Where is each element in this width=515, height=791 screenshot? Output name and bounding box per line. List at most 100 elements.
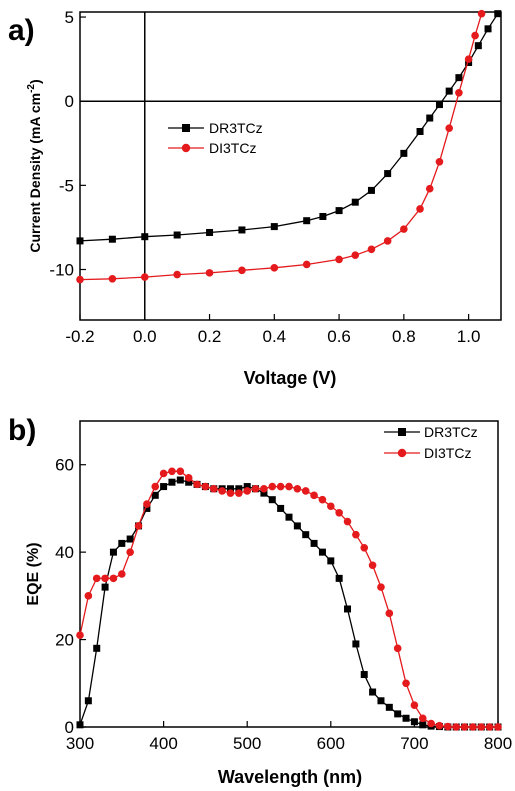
pb-point-di3tcz [385,609,394,618]
panel-b-ticks: 300 400 500 600 700 800 0 20 40 60 [55,456,512,753]
panel-a-legend: DR3TCz DI3TCz [168,120,263,156]
pa-point-di3tcz [445,124,453,132]
pb-point-dr3tcz [410,718,418,726]
pa-point-di3tcz [302,260,311,269]
pb-point-dr3tcz [327,557,335,565]
pb-point-di3tcz [184,474,193,482]
pb-point-di3tcz [109,574,118,583]
pb-point-dr3tcz [176,476,184,484]
pb-point-di3tcz [310,491,318,500]
pb-point-dr3tcz [369,688,377,696]
pb-point-di3tcz [176,467,185,476]
pa-point-dr3tcz [384,170,392,178]
pb-point-di3tcz [427,719,435,728]
pa-point-di3tcz [76,275,84,284]
pa-point-di3tcz [270,264,279,272]
pb-point-dr3tcz [285,513,293,521]
pb-point-dr3tcz [168,478,176,486]
pa-x-tick-label: 0.6 [327,327,351,346]
panel-a-frame [79,11,502,321]
pb-point-dr3tcz [394,710,402,718]
pb-point-dr3tcz [243,483,251,491]
pa-point-dr3tcz [173,231,181,239]
pa-point-dr3tcz [108,235,116,243]
pb-point-dr3tcz [352,640,360,648]
pb-series-di3tcz [76,467,502,731]
pb-point-di3tcz [201,482,210,491]
pb-point-dr3tcz [126,535,134,543]
pb-point-dr3tcz [344,605,352,613]
pa-y-tick-label: -5 [59,176,74,195]
panel-a-y-axis-title: Current Density (mA cm-2) [26,79,43,252]
pb-point-di3tcz [377,583,385,591]
pb-point-dr3tcz [109,548,117,556]
pb-point-di3tcz [285,482,293,491]
panel-a-legend-label-dr3tcz: DR3TCz [209,120,263,136]
pb-point-dr3tcz [335,574,343,582]
pb-point-dr3tcz [360,671,368,679]
pb-point-di3tcz [193,480,201,489]
panel-a-ticks: -0.2 0.0 0.2 0.4 0.6 0.8 1.0 5 0 -5 -10 [49,8,480,346]
pa-series-di3tcz [76,9,486,284]
pa-point-dr3tcz [494,10,502,18]
pb-point-di3tcz [251,484,260,493]
pb-point-dr3tcz [160,483,168,491]
pb-y-tick-label: 60 [55,456,74,475]
pa-x-tick-label: -0.2 [65,327,94,346]
panel-b-frame [79,420,499,728]
pb-x-tick-label: 300 [66,734,94,753]
pb-point-di3tcz [168,467,176,476]
pb-point-dr3tcz [93,644,101,652]
pa-series-line-di3tcz [79,13,483,281]
pa-point-di3tcz [351,251,360,260]
pa-point-dr3tcz [76,237,84,245]
panel-b-eqe: b) 300 400 500 600 700 800 0 20 40 60 Wavelength … [8,414,512,787]
pa-point-di3tcz [455,88,463,97]
pa-point-dr3tcz [435,101,443,109]
panel-a-y-axis-title-main: Current Density (mA cm [27,93,43,253]
panel-b-label: b) [8,414,36,447]
pb-point-dr3tcz [302,531,310,539]
pb-point-di3tcz [485,723,494,731]
panel-b-y-axis-title: EQE (%) [25,542,42,605]
pa-point-dr3tcz [319,212,327,220]
panel-a-legend-marker-di3tcz [181,143,191,153]
pa-point-di3tcz [140,273,149,281]
pa-y-tick-label: 5 [65,8,74,27]
panel-b-legend-marker-dr3tcz [398,428,406,436]
pb-point-di3tcz [151,482,160,491]
pb-point-di3tcz [494,723,502,731]
pb-point-di3tcz [360,543,369,552]
pb-point-di3tcz [368,561,377,570]
pa-point-di3tcz [435,157,444,166]
pb-point-dr3tcz [385,703,393,711]
pb-point-di3tcz [143,500,151,508]
pb-point-di3tcz [126,548,134,556]
pb-y-tick-label: 40 [55,543,74,562]
pb-point-dr3tcz [402,714,410,722]
pa-point-di3tcz [367,245,376,254]
pb-point-di3tcz [352,530,360,539]
pb-point-dr3tcz [268,496,276,504]
pb-point-di3tcz [101,574,109,583]
pb-point-di3tcz [268,482,277,491]
pb-x-tick-label: 500 [233,734,261,753]
pb-point-dr3tcz [84,697,92,705]
pb-point-dr3tcz [293,522,301,530]
pb-point-di3tcz [343,517,352,526]
pa-point-di3tcz [335,255,343,264]
pb-point-dr3tcz [310,539,318,547]
pb-x-tick-label: 700 [400,734,428,753]
pa-series-line-dr3tcz [79,13,499,242]
panel-a-y-axis-title-end: ) [27,79,43,84]
pb-point-di3tcz [134,522,143,530]
panel-a-y-axis-title-sup: -2 [26,84,37,93]
pa-point-dr3tcz [335,207,343,215]
pb-point-di3tcz [235,489,243,497]
panel-a-reference-lines [80,12,501,320]
pb-point-di3tcz [477,723,486,731]
pa-point-di3tcz [425,184,434,193]
pb-point-dr3tcz [419,721,427,729]
panel-b-legend-label-dr3tcz: DR3TCz [424,424,478,440]
pb-point-di3tcz [452,723,461,731]
